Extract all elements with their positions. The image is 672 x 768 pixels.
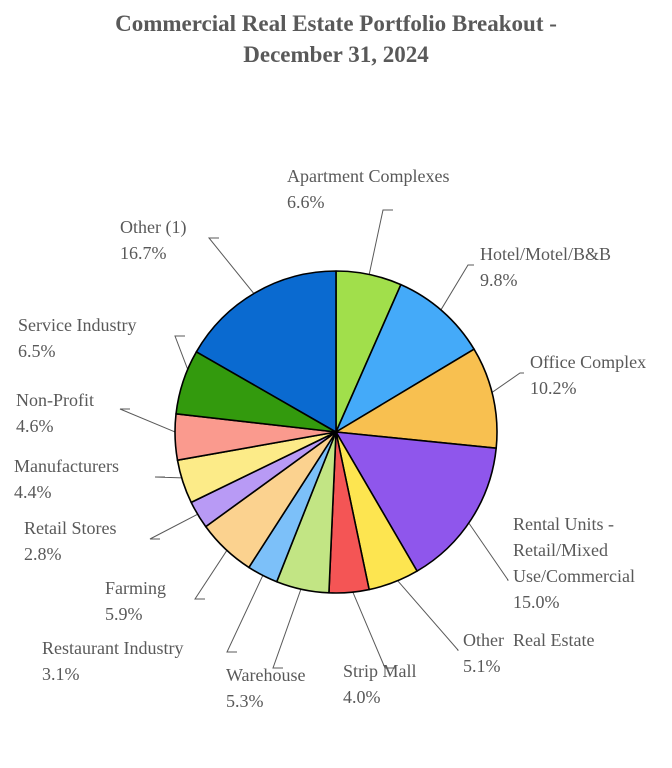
slice-label: Strip Mall 4.0% — [343, 661, 417, 707]
slice-name: Rental Units - — [513, 514, 614, 534]
slice-name: Other (1) — [120, 217, 186, 238]
slice-name: Non-Profit — [16, 390, 94, 410]
slice-percent: 5.3% — [226, 691, 264, 711]
slice-label: Hotel/Motel/B&B 9.8% — [480, 244, 611, 290]
slice-label: Restaurant Industry 3.1% — [42, 638, 183, 684]
slice-name: Apartment Complexes — [287, 166, 449, 186]
slice-name: Strip Mall — [343, 661, 417, 681]
leader-line — [434, 264, 474, 320]
leader-line — [154, 476, 194, 479]
slice-percent: 2.8% — [24, 544, 62, 564]
leader-line — [481, 372, 524, 400]
pie-slice — [335, 283, 475, 433]
chart-title-line-1: Commercial Real Estate Portfolio Breakou… — [115, 11, 557, 36]
slice-labels: Apartment Complexes 6.6% Hotel/Motel/B&B 9.… — [14, 166, 646, 711]
slice-percent: 9.8% — [480, 270, 518, 290]
slice-percent: 6.6% — [287, 192, 325, 212]
pie-slice — [335, 348, 498, 449]
slice-percent: 4.6% — [16, 416, 54, 436]
slice-name: Use/Commercial — [513, 566, 635, 586]
slice-percent: 5.1% — [463, 656, 501, 676]
slice-label: Office Complex 10.2% — [530, 352, 646, 398]
slice-percent: 5.9% — [105, 604, 143, 624]
leader-line — [347, 581, 395, 669]
slice-name: Hotel/Motel/B&B — [480, 244, 611, 264]
slice-label: Retail Stores 2.8% — [24, 518, 117, 564]
slice-name: Office Complex — [530, 352, 646, 372]
slice-name: Farming — [105, 578, 166, 598]
leader-line — [207, 237, 262, 303]
leader-line — [149, 508, 208, 540]
pie-slices — [174, 270, 498, 594]
slice-percent: 4.0% — [343, 687, 381, 707]
leader-line — [119, 408, 187, 438]
slice-label: Other Real Estate 5.1% — [463, 630, 594, 676]
slice-name: Service Industry — [18, 315, 136, 335]
chart-title-line-2: December 31, 2024 — [243, 42, 429, 67]
slice-label: Warehouse 5.3% — [226, 665, 306, 711]
slice-name: Manufacturers — [14, 456, 119, 476]
slice-name: Warehouse — [226, 665, 306, 685]
slice-name: Other Real Estate — [463, 630, 594, 650]
slice-name: Restaurant Industry — [42, 638, 183, 658]
slice-name: Retail Stores — [24, 518, 117, 538]
slice-percent: 4.4% — [14, 482, 52, 502]
pie-slice — [335, 431, 497, 572]
slice-name: Retail/Mixed — [513, 540, 608, 560]
leader-line — [366, 209, 393, 286]
slice-percent: 10.2% — [530, 378, 577, 398]
slice-percent: 16.7% — [120, 243, 167, 263]
slice-percent: 3.1% — [42, 664, 80, 684]
pie-slice — [195, 270, 337, 433]
leader-line — [226, 564, 269, 653]
slice-label: Other (1) 16.7% — [120, 217, 186, 263]
slice-label: Rental Units - Retail/Mixed Use/Commercial… — [513, 514, 635, 612]
leader-line — [461, 512, 509, 581]
leader-line — [194, 540, 234, 600]
leader-line — [389, 571, 460, 651]
slice-percent: 15.0% — [513, 592, 560, 612]
leader-lines — [119, 209, 524, 669]
slice-label: Apartment Complexes 6.6% — [287, 166, 449, 212]
leader-line — [272, 578, 306, 669]
slice-percent: 6.5% — [18, 341, 56, 361]
slice-label: Manufacturers 4.4% — [14, 456, 119, 502]
slice-label: Service Industry 6.5% — [18, 315, 136, 361]
slice-label: Non-Profit 4.6% — [16, 390, 94, 436]
slice-label: Farming 5.9% — [105, 578, 166, 624]
chart-title: Commercial Real Estate Portfolio Breakou… — [0, 8, 672, 70]
